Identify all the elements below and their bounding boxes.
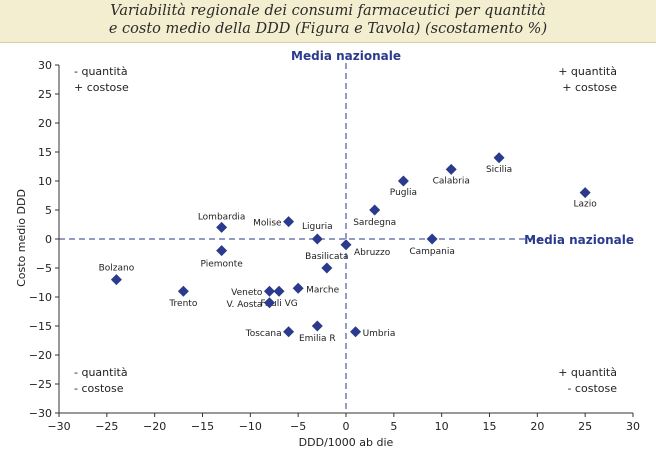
x-tick-label: 10 (435, 420, 449, 433)
data-point-marker (216, 245, 228, 257)
quadrant-top-right-label: + quantità (558, 65, 617, 78)
y-tick-label: 20 (38, 117, 52, 130)
y-tick-label: −10 (29, 291, 52, 304)
chart-title-line-2: e costo medio della DDD (Figura e Tavola… (108, 21, 548, 37)
quadrant-bottom-left-label: - costose (74, 382, 124, 395)
data-point-label: Emilia R (299, 334, 336, 344)
data-point-label: Sardegna (353, 218, 396, 228)
y-tick-label: 10 (38, 175, 52, 188)
data-point-label: Campania (409, 247, 455, 257)
data-points: Sicilia Calabria Puglia Lazio Sardegna Molise… (99, 152, 598, 344)
chart-title-line-1: Variabilità regionale dei consumi farmac… (110, 3, 546, 19)
x-tick-label: 25 (578, 420, 592, 433)
data-point-label: V. Aosta (226, 300, 262, 310)
data-point-marker (426, 233, 438, 245)
data-point-label: Marche (306, 285, 339, 295)
data-point-marker (579, 187, 591, 199)
data-point-marker (110, 274, 122, 286)
quadrant-top-right-label: + costose (562, 81, 617, 94)
x-tick-label: 0 (343, 420, 350, 433)
y-tick-label: 5 (45, 204, 52, 217)
reference-lines: Media nazionale Media nazionale (59, 49, 634, 413)
data-point-marker (369, 204, 381, 216)
quadrant-bottom-right-label: + quantità (558, 366, 617, 379)
y-tick-label: 15 (38, 146, 52, 159)
data-point-marker (263, 297, 275, 309)
x-tick-label: −5 (290, 420, 306, 433)
data-point-marker (283, 326, 295, 338)
data-point-marker (321, 262, 333, 274)
data-point-label: Friuli VG (260, 299, 297, 309)
data-point-label: Sicilia (486, 165, 512, 175)
data-point-marker (397, 175, 409, 187)
data-point-label: Calabria (433, 176, 470, 186)
data-point-marker (445, 163, 457, 175)
y-tick-label: −15 (29, 320, 52, 333)
data-point-label: Veneto (231, 288, 263, 298)
x-tick-label: 30 (626, 420, 640, 433)
data-point-label: Abruzzo (354, 248, 391, 258)
x-tick-label: −10 (239, 420, 262, 433)
y-tick-label: −20 (29, 349, 52, 362)
x-tick-label: 20 (530, 420, 544, 433)
y-tick-label: −25 (29, 378, 52, 391)
x-tick-label: −30 (47, 420, 70, 433)
data-point-marker (216, 221, 228, 233)
data-point-label: Umbria (363, 329, 396, 339)
quadrant-top-left-label: - quantità (74, 65, 128, 78)
y-tick-label: 25 (38, 88, 52, 101)
x-tick-label: −15 (191, 420, 214, 433)
data-point-label: Molise (253, 219, 282, 229)
data-point-label: Bolzano (99, 264, 135, 274)
data-point-marker (273, 285, 285, 297)
data-point-marker (311, 320, 323, 332)
y-tick-label: 30 (38, 59, 52, 72)
y-axis-label: Costo medio DDD (15, 189, 28, 287)
data-point-marker (263, 285, 275, 297)
data-point-marker (350, 326, 362, 338)
data-point-label: Puglia (390, 188, 417, 198)
horizontal-reference-label: Media nazionale (524, 233, 634, 247)
data-point-label: Lombardia (198, 212, 246, 222)
data-point-marker (493, 152, 505, 164)
data-point-label: Piemonte (200, 260, 243, 270)
quadrant-bottom-right-label: - costose (567, 382, 617, 395)
data-point-marker (292, 282, 304, 294)
x-tick-label: 5 (390, 420, 397, 433)
data-point-label: Lazio (574, 200, 598, 210)
data-point-label: Trento (168, 299, 197, 309)
axes: −30 −25 −20 −15 −10 −5 0 5 10 15 20 25 30 −30 −25 −20 −1… (29, 59, 640, 433)
data-point-marker (177, 285, 189, 297)
y-tick-label: −30 (29, 407, 52, 420)
y-tick-label: 0 (45, 233, 52, 246)
quadrant-top-left-label: + costose (74, 81, 129, 94)
x-axis-label: DDD/1000 ab die (299, 436, 394, 449)
data-point-marker (311, 233, 323, 245)
data-point-marker (283, 216, 295, 228)
quadrant-bottom-left-label: - quantità (74, 366, 128, 379)
x-tick-label: −20 (143, 420, 166, 433)
data-point-label: Toscana (245, 329, 282, 339)
data-point-label: Basilicata (305, 252, 348, 262)
vertical-reference-label: Media nazionale (291, 49, 401, 63)
chart-title-band: Variabilità regionale dei consumi farmac… (0, 0, 656, 43)
x-tick-label: −25 (95, 420, 118, 433)
data-point-marker (340, 239, 352, 251)
x-tick-label: 15 (483, 420, 497, 433)
data-point-label: Liguria (302, 222, 333, 232)
y-tick-label: −5 (36, 262, 52, 275)
quadrant-labels: - quantità + costose + quantità + costose - … (74, 65, 617, 395)
